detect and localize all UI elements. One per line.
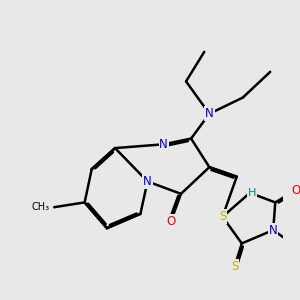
Text: N: N <box>269 224 278 237</box>
Text: S: S <box>219 210 226 223</box>
Text: CH₃: CH₃ <box>32 202 50 212</box>
Text: N: N <box>143 175 152 188</box>
Text: H: H <box>248 188 256 198</box>
Text: S: S <box>231 260 238 273</box>
Text: O: O <box>291 184 300 196</box>
Text: N: N <box>205 107 214 120</box>
Text: O: O <box>166 215 176 228</box>
Text: N: N <box>159 138 168 151</box>
